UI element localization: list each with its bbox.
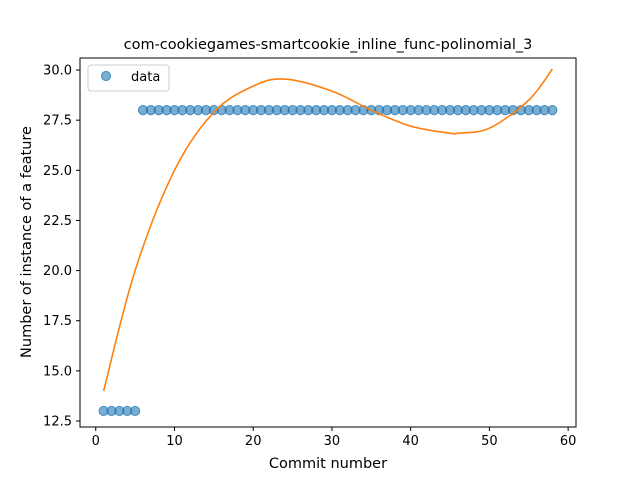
plot-area [98,68,558,417]
y-tick-label: 20.0 [43,264,72,279]
x-tick-label: 10 [166,434,183,449]
y-tick-label: 30.0 [43,64,72,79]
data-point [130,405,141,417]
y-tick-label: 25.0 [43,164,72,179]
data-point [547,105,558,116]
axes-frame [79,57,577,428]
legend: data [87,64,170,92]
x-tick-label: 30 [324,434,341,449]
y-tick-label: 12.5 [43,414,72,429]
y-tick-label: 22.5 [43,214,72,229]
chart-title: com-cookiegames-smartcookie_inline_func-… [124,37,533,53]
fit-curve [102,68,554,392]
x-tick-label: 40 [402,434,419,449]
y-tick-label: 27.5 [43,114,72,129]
x-axis-label: Commit number [269,456,387,472]
legend-marker-data [100,70,112,82]
y-tick-label: 17.5 [43,314,72,329]
x-tick-label: 60 [560,434,577,449]
x-tick-label: 50 [481,434,498,449]
axis-ticks: 0 10 20 30 40 50 60 12.5 15.0 17.5 20.0 22.5 25.0 27.… [43,64,576,449]
y-axis-label: Number of instance of a feature [19,126,35,358]
x-tick-label: 0 [92,434,100,449]
legend-label-data: data [131,70,160,85]
x-tick-label: 20 [245,434,262,449]
y-tick-label: 15.0 [43,364,72,379]
